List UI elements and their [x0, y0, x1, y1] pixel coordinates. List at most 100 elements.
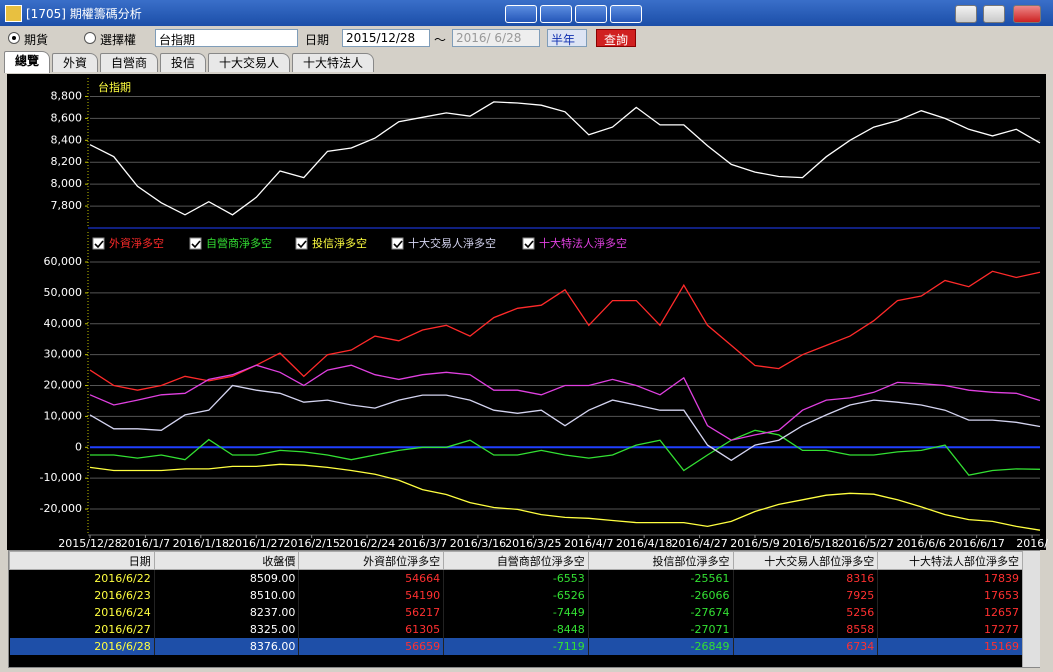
y-tick-label: 10,000	[44, 409, 83, 422]
close-button[interactable]	[1013, 5, 1041, 23]
tab[interactable]: 自營商	[100, 53, 159, 72]
series-line	[89, 270, 1041, 391]
x-tick-label: 2016/3/16	[450, 537, 506, 550]
radio-checked[interactable]	[8, 32, 20, 44]
legend-label: 外資淨多空	[109, 236, 164, 250]
y-tick-label: 40,000	[44, 317, 83, 330]
maximize-button[interactable]	[983, 5, 1005, 23]
chart: 7,800 8,000 8,200 8,400 8,600 8,800 台指期 -20,000…	[40, 78, 1048, 550]
legend-checkbox[interactable]	[522, 237, 535, 250]
y-tick-label: 0	[75, 440, 82, 453]
product-select[interactable]: 台指期	[155, 29, 298, 47]
y-tick-label: 8,800	[51, 89, 83, 102]
table-cell: -26849	[588, 638, 734, 655]
tool-button[interactable]	[540, 5, 572, 23]
tab[interactable]: 十大特法人	[292, 53, 375, 72]
start-date[interactable]: 2015/12/28	[342, 29, 430, 47]
query-button[interactable]: 查詢	[596, 29, 636, 47]
x-tick-label: 2016/5/9	[730, 537, 779, 550]
tab[interactable]: 外資	[52, 53, 99, 72]
legend-label: 十大交易人淨多空	[408, 236, 496, 250]
tool-button[interactable]	[505, 5, 537, 23]
table-cell: -25561	[588, 569, 734, 587]
radio[interactable]	[84, 32, 96, 44]
table-cell: -27674	[588, 604, 734, 621]
table-cell: 8558	[733, 621, 879, 638]
table-cell: 8237.00	[154, 604, 300, 621]
table-row[interactable]: 2016/6/27 8325.00 61305 -8448 -27071 8558 1727…	[9, 621, 1023, 638]
radio-label[interactable]: 選擇權	[100, 33, 137, 47]
table-cell: 17277	[877, 621, 1023, 638]
tab[interactable]: 十大交易人	[208, 53, 291, 72]
product: 台指期	[159, 33, 196, 47]
series-line	[89, 463, 1041, 531]
title-bar: [1705] 期權籌碼分析	[0, 0, 1053, 26]
tab[interactable]: 總覽	[4, 51, 51, 73]
legend-label: 自營商淨多空	[206, 236, 272, 250]
legend-label: 十大特法人淨多空	[539, 236, 627, 250]
table-cell: 61305	[298, 621, 445, 638]
legend-checkbox[interactable]	[92, 237, 105, 250]
tab-strip: 總覽 外資 自營商 投信 十大交易人 十大特法人	[0, 51, 1053, 73]
table-row[interactable]: 2016/6/24 8237.00 56217 -7449 -27674 5256 1265…	[9, 604, 1023, 621]
tool-button[interactable]	[575, 5, 607, 23]
column-header: 外資部位淨多空	[298, 551, 445, 570]
table-cell: 8510.00	[154, 587, 300, 604]
table-cell: 2016/6/22	[9, 569, 155, 587]
end-date-text: 2016/ 6/28	[456, 31, 522, 45]
column-header: 自營商部位淨多空	[443, 551, 589, 570]
x-tick-label: 2016/2/24	[339, 537, 395, 550]
x-tick-label: 2016/	[1016, 537, 1048, 550]
data-table: 日期 收盤價 外資部位淨多空 自營商部位淨多空 投信部位淨多空 十大交易人部位淨多空 十大特…	[8, 550, 1040, 668]
series-line	[89, 101, 1041, 216]
radio-label[interactable]: 期貨	[24, 33, 49, 47]
toolbar: 期貨 選擇權 台指期 日期 2015/12/28 ～ 2016/ 6/28 半年…	[0, 26, 1053, 50]
column-header: 十大交易人部位淨多空	[732, 551, 879, 570]
table-row[interactable]: 2016/6/22 8509.00 54664 -6553 -25561 8316 1783…	[9, 569, 1023, 587]
legend-checkbox[interactable]	[295, 237, 308, 250]
series-line	[89, 364, 1041, 441]
x-tick-label: 2015/12/28	[58, 537, 121, 550]
x-tick-label: 2016/1/18	[173, 537, 229, 550]
y-tick-label: 30,000	[44, 348, 83, 361]
series-line	[90, 429, 1041, 476]
table-cell: 6734	[733, 638, 879, 655]
y-tick-label: 20,000	[44, 379, 83, 392]
x-tick-label: 2016/5/18	[782, 537, 838, 550]
table-cell: 54190	[298, 587, 445, 604]
x-tick-label: 2016/3/25	[505, 537, 561, 550]
y-tick-label: 8,400	[51, 133, 83, 146]
y-tick-label: 8,000	[51, 177, 83, 190]
scrollbar[interactable]	[1022, 551, 1040, 667]
table-row[interactable]: 2016/6/23 8510.00 54190 -6526 -26066 7925 1765…	[9, 587, 1023, 604]
legend-checkbox[interactable]	[391, 237, 404, 250]
y-tick-label: 7,800	[51, 199, 83, 212]
x-tick-label: 2016/6/6	[897, 537, 946, 550]
legend-checkbox[interactable]	[189, 237, 202, 250]
table-cell: 2016/6/24	[9, 604, 155, 621]
table-cell: 8316	[733, 569, 879, 587]
legend-check	[297, 240, 307, 249]
x-tick-label: 2016/2/15	[283, 537, 339, 550]
x-tick-label: 2016/1/27	[228, 537, 284, 550]
table-cell: 54664	[298, 569, 445, 587]
table-cell: 5256	[733, 604, 879, 621]
column-header: 十大特法人部位淨多空	[877, 551, 1023, 570]
x-tick-label: 2016/5/27	[838, 537, 894, 550]
period-select[interactable]: 半年	[547, 29, 587, 47]
legend-check	[393, 240, 403, 249]
table-cell: 8376.00	[154, 638, 300, 655]
minimize-button[interactable]	[955, 5, 977, 23]
tab[interactable]: 投信	[160, 53, 207, 72]
table-cell: -6526	[443, 587, 589, 604]
table-row[interactable]: 2016/6/28 8376.00 56659 -7119 -26849 6734 1516…	[9, 638, 1023, 655]
tool-button[interactable]	[610, 5, 642, 23]
y-tick-label: 8,200	[51, 155, 83, 168]
y-tick-label: 8,600	[51, 111, 83, 124]
table-cell: 56659	[298, 638, 445, 655]
table-cell: 15169	[877, 638, 1023, 655]
end-date: 2016/ 6/28	[452, 29, 540, 47]
column-header: 收盤價	[153, 551, 300, 570]
x-tick-label: 2016/4/18	[616, 537, 672, 550]
